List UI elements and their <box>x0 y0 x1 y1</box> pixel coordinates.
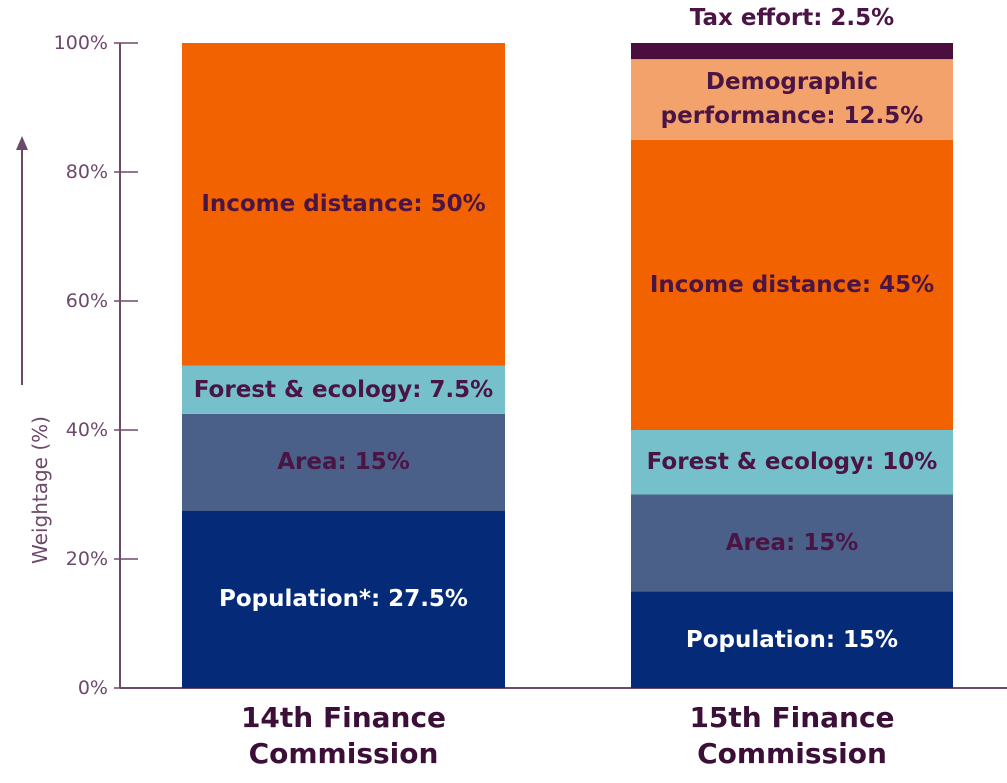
y-tick-label: 80% <box>65 161 108 183</box>
bar-segment <box>182 413 505 511</box>
data-label: Forest & ecology: 7.5% <box>193 376 494 403</box>
bar-segment <box>631 430 953 495</box>
bar-segment <box>182 365 505 414</box>
bar-segment <box>631 43 953 60</box>
bar-segment <box>631 494 953 592</box>
bar-segment <box>631 59 953 140</box>
data-label: Tax effort: 2.5% <box>689 5 895 31</box>
data-label: Income distance: 50% <box>201 191 486 218</box>
y-tick-label: 100% <box>53 32 108 54</box>
y-tick-label: 60% <box>65 290 108 312</box>
bar-segment <box>182 510 505 688</box>
data-label: Area: 15% <box>277 449 410 476</box>
bar-segment <box>182 43 505 366</box>
data-label: Forest & ecology: 10% <box>646 449 938 476</box>
y-tick-label: 0% <box>77 677 108 699</box>
data-label: Income distance: 45% <box>649 271 935 298</box>
y-tick-label: 40% <box>65 419 108 441</box>
y-tick-label: 20% <box>65 548 108 570</box>
data-label: Demographic performance: 12.5% <box>660 69 924 130</box>
x-tick-label: 15th Finance Commission <box>689 701 895 770</box>
bar-segment <box>631 139 953 430</box>
bar-segment <box>631 591 953 688</box>
data-label: Population*: 27.5% <box>219 586 468 613</box>
x-tick-label: 14th Finance Commission <box>240 701 447 770</box>
axis-arrowhead <box>16 136 28 150</box>
data-label: Population: 15% <box>685 626 899 653</box>
data-label: Area: 15% <box>725 529 859 556</box>
